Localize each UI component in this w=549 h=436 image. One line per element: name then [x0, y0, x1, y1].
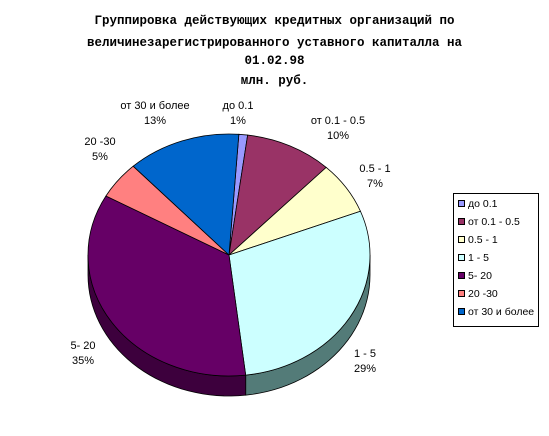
- slice-label-name: до 0.1: [222, 100, 254, 112]
- legend-swatch: [458, 272, 465, 279]
- slice-label-percent: 10%: [326, 130, 350, 142]
- slice-label-name: 5- 20: [70, 340, 96, 352]
- slice-label-5: 20 -30 5%: [75, 135, 125, 165]
- legend-label: от 0.1 - 0.5: [468, 216, 520, 228]
- legend-label: до 0.1: [468, 198, 498, 210]
- slice-label-6: от 30 и более 13%: [110, 99, 200, 129]
- legend-swatch: [458, 254, 465, 261]
- slice-label-name: 1 - 5: [353, 348, 376, 360]
- slice-label-percent: 13%: [143, 115, 167, 127]
- chart-title-line-4: млн. руб.: [240, 74, 309, 88]
- chart-legend: до 0.1 от 0.1 - 0.5 0.5 - 1 1 - 5 5- 20 …: [453, 193, 539, 327]
- pie-slice-1: [228, 134, 327, 257]
- slice-label-percent: 5%: [92, 151, 108, 163]
- chart-title-line-1: Группировка действующих кредитных органи…: [94, 14, 455, 28]
- legend-swatch: [458, 200, 465, 207]
- slice-label-name: 20 -30: [84, 136, 116, 148]
- slice-label-name: от 0.1 - 0.5: [310, 115, 366, 127]
- slice-label-percent: 7%: [367, 178, 383, 190]
- legend-swatch: [458, 290, 465, 297]
- legend-swatch: [458, 236, 465, 243]
- legend-swatch: [458, 218, 465, 225]
- legend-label: 0.5 - 1: [468, 234, 498, 246]
- slice-label-percent: 35%: [71, 355, 95, 367]
- chart-title-line-2: величинезарегистрированного уставного ка…: [86, 36, 463, 50]
- slice-label-2: 0.5 - 1 7%: [350, 162, 400, 192]
- slice-label-percent: 1%: [230, 115, 246, 127]
- slice-label-name: 0.5 - 1: [359, 163, 391, 175]
- legend-label: 20 -30: [468, 288, 498, 300]
- legend-label: 1 - 5: [468, 252, 490, 264]
- slice-label-1: от 0.1 - 0.5 10%: [298, 114, 378, 144]
- pie-slice-6: [132, 133, 240, 256]
- slice-label-0: до 0.1 1%: [218, 99, 258, 129]
- slice-label-3: 1 - 5 29%: [340, 347, 390, 377]
- chart-title-line-3: 01.02.98: [244, 54, 305, 68]
- legend-label: от 30 и более: [468, 306, 535, 318]
- pie-top-faces: [87, 133, 371, 377]
- legend-label: 5- 20: [468, 270, 492, 282]
- legend-swatch: [458, 308, 465, 315]
- slice-label-percent: 29%: [353, 363, 377, 375]
- slice-label-4: 5- 20 35%: [58, 339, 108, 369]
- pie-slice-4: [87, 195, 247, 377]
- slice-label-name: от 30 и более: [120, 100, 190, 112]
- pie-slice-3: [228, 210, 371, 376]
